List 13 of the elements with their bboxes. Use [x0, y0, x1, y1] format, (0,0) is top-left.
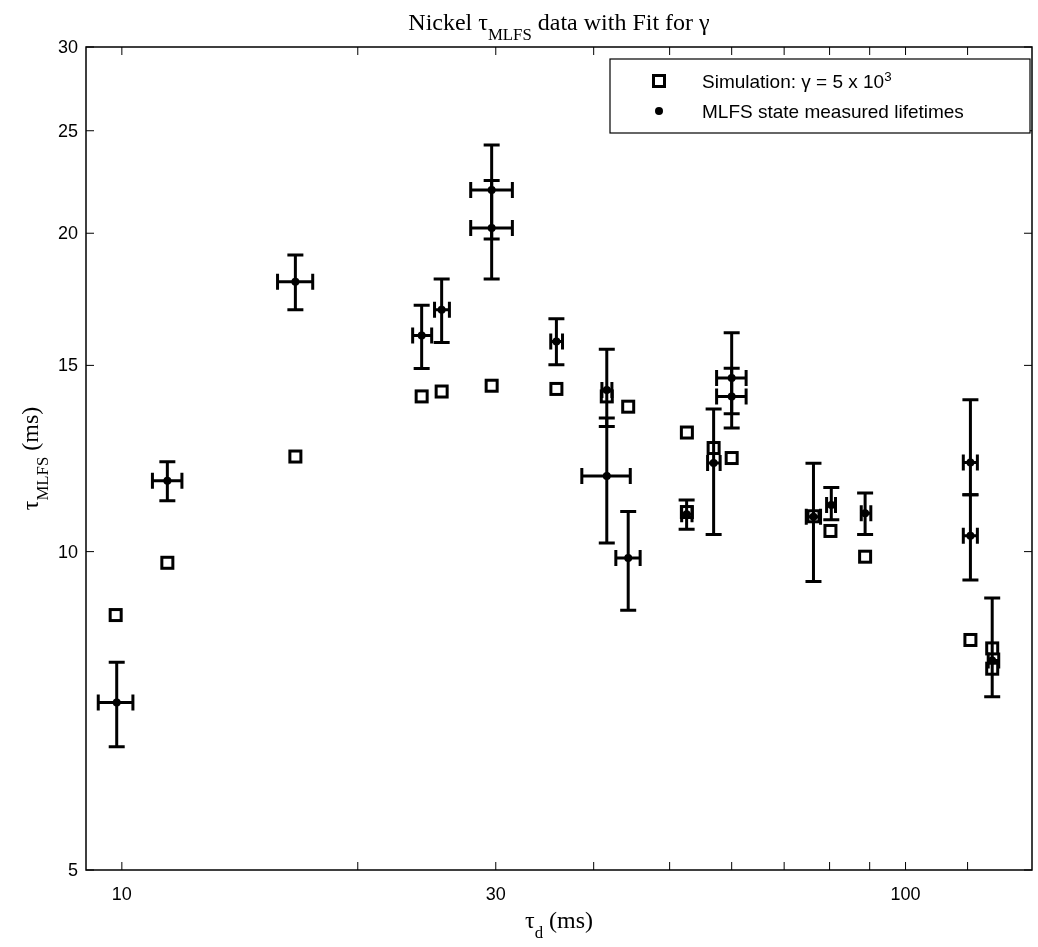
x-tick-label: 100 — [890, 884, 921, 904]
y-tick-label: 5 — [67, 860, 78, 880]
legend-label: Simulation: γ = 5 x 10$^{3}$ — [702, 68, 892, 92]
y-tick-label: 10 — [57, 541, 78, 562]
x-tick-label: 10 — [111, 884, 132, 904]
x-axis-title: τ$_{d}$ (ms) — [524, 907, 594, 942]
x-tick-label: 30 — [485, 884, 506, 904]
y-tick-label: 30 — [57, 37, 78, 57]
legend-label: MLFS state measured lifetimes — [702, 101, 964, 122]
y-tick-label: 20 — [57, 223, 78, 244]
chart-title: Nickel τ$_{MLFS}$ data with Fit for γ — [408, 9, 711, 44]
y-tick-label: 25 — [57, 120, 78, 141]
y-tick-label: 15 — [57, 355, 78, 376]
